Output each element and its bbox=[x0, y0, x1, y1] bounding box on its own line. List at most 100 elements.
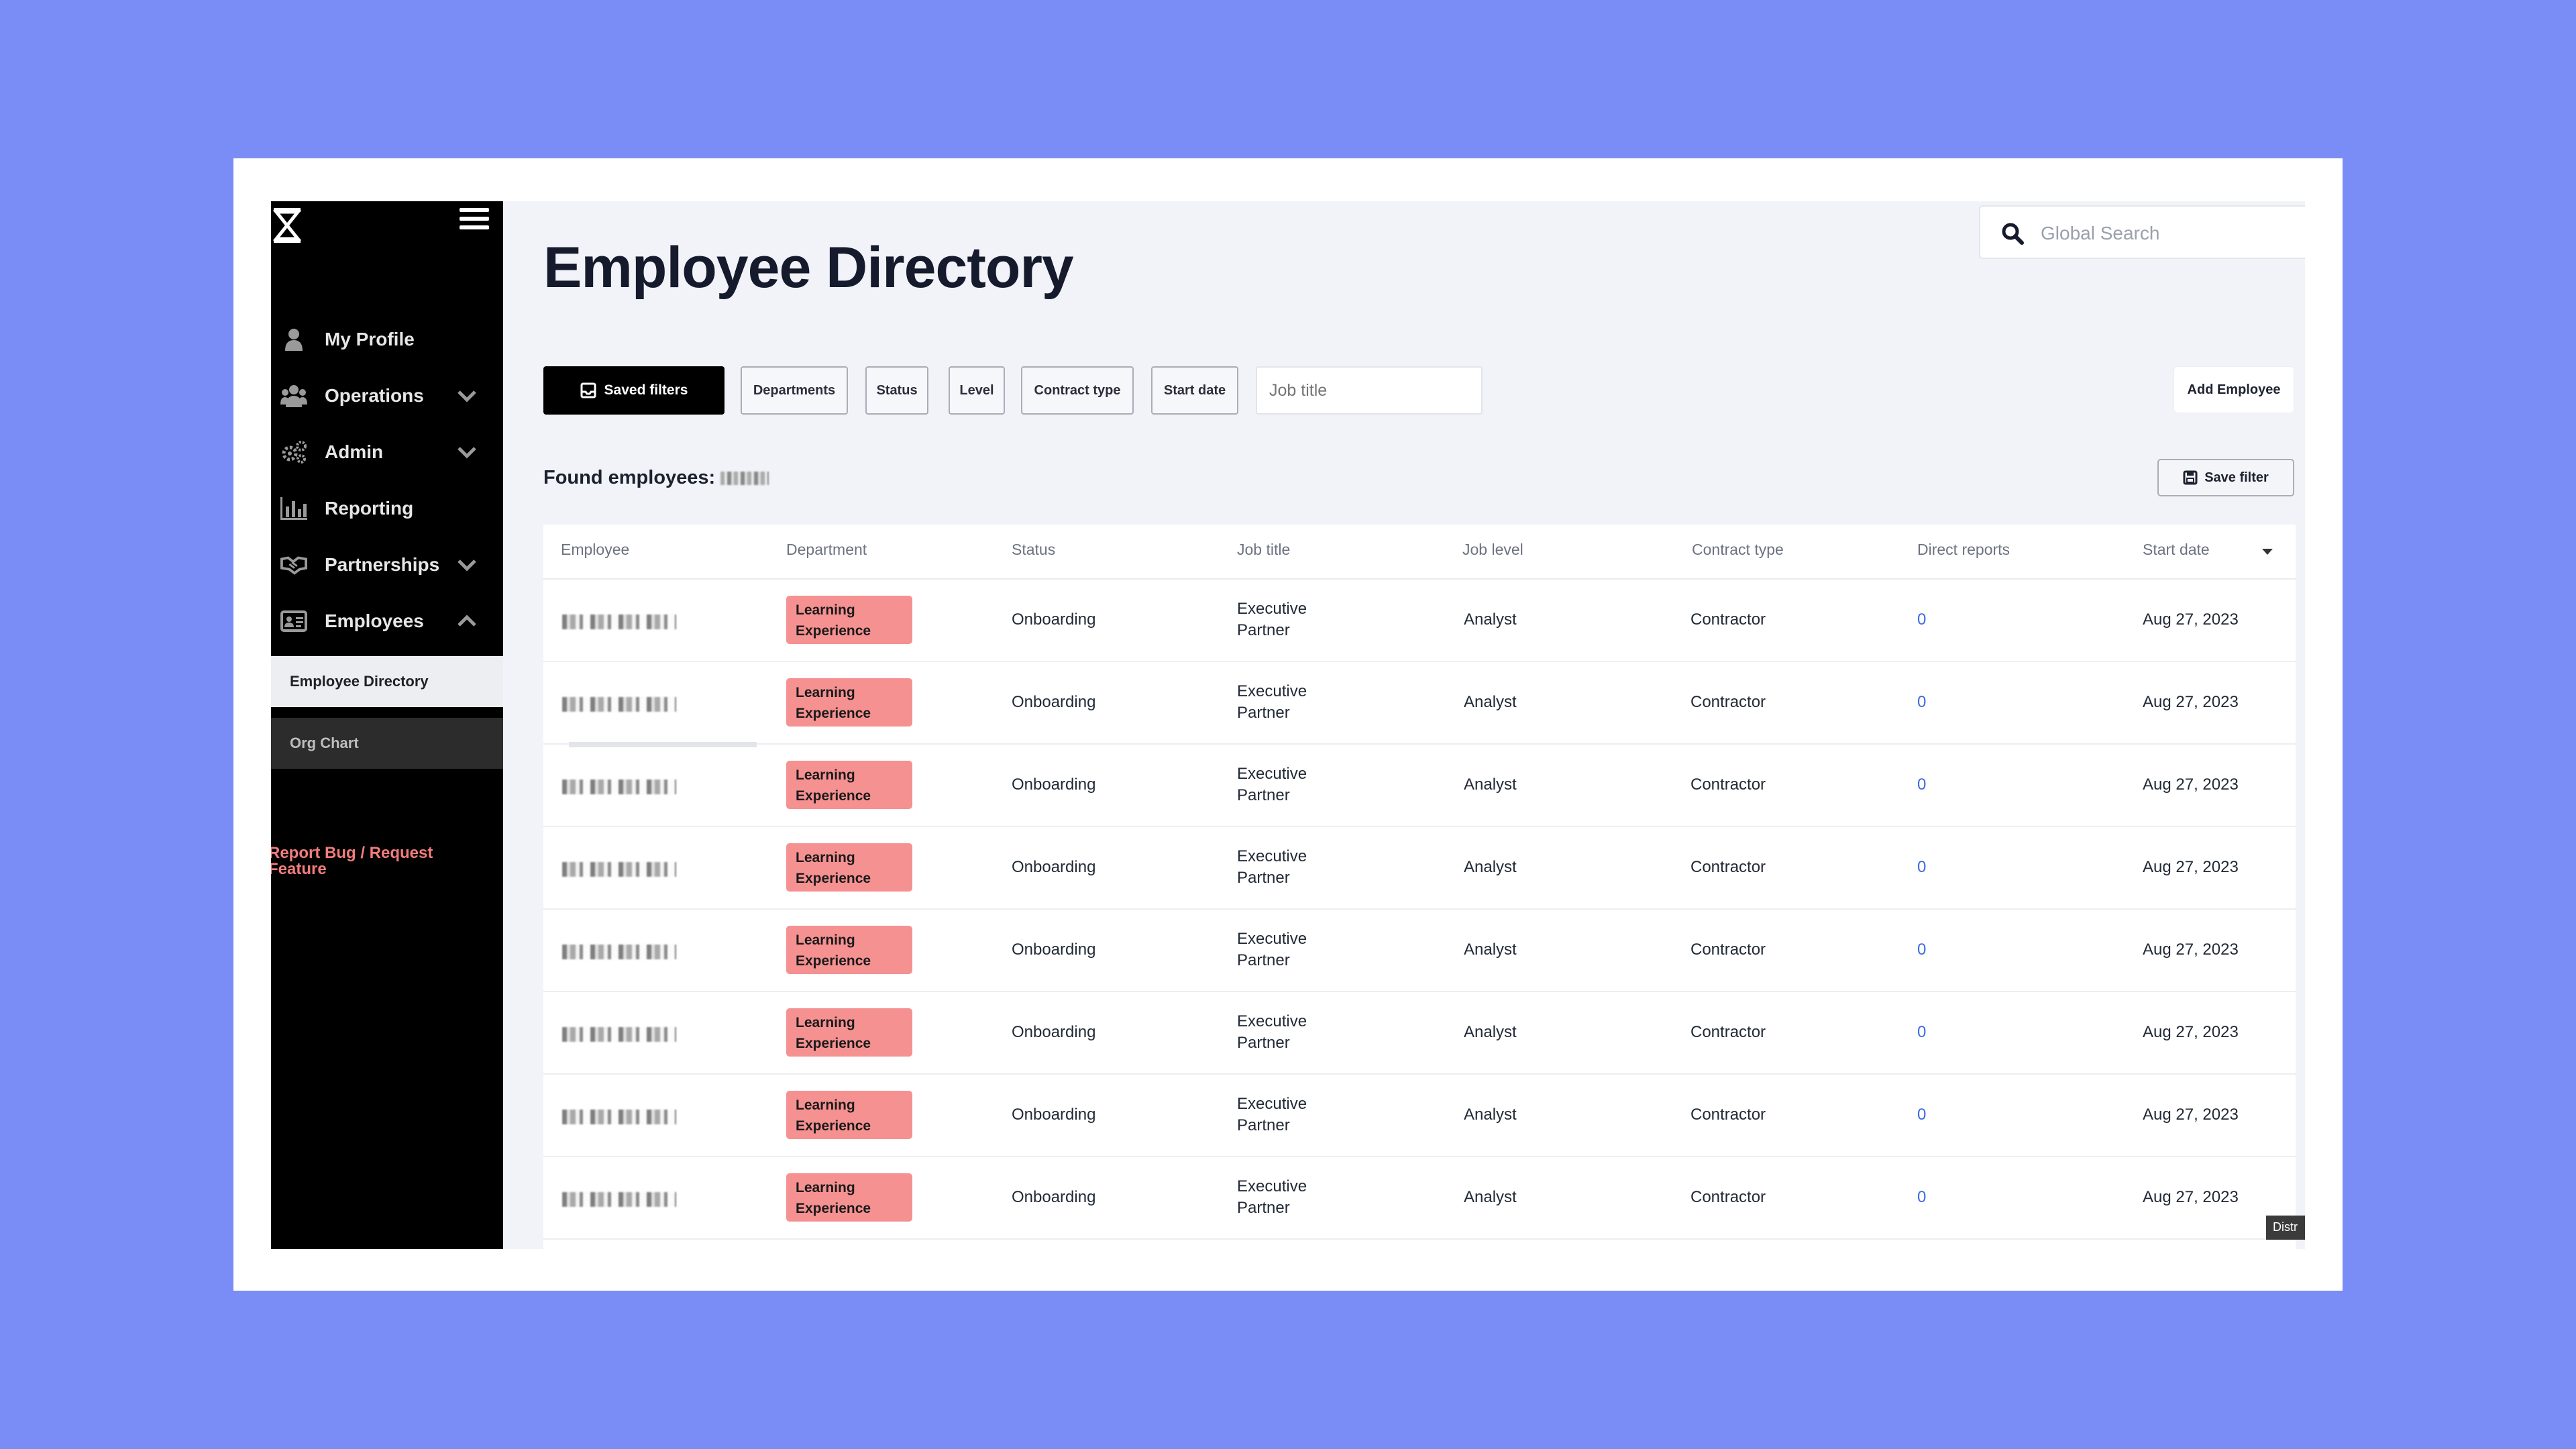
job-level-cell: Analyst bbox=[1464, 693, 1517, 711]
sidebar-item-label: Employees bbox=[325, 610, 424, 631]
chevron-up-icon[interactable] bbox=[456, 610, 478, 632]
job-title-input[interactable] bbox=[1256, 366, 1483, 415]
employee-name-redacted[interactable] bbox=[562, 945, 676, 959]
employee-name-redacted[interactable] bbox=[562, 697, 676, 712]
start-date-cell: Aug 27, 2023 bbox=[2143, 858, 2239, 876]
handshake-icon bbox=[280, 551, 307, 578]
job-title-cell: Executive Partner bbox=[1237, 763, 1307, 806]
job-title-line: Partner bbox=[1237, 869, 1290, 887]
hourglass-icon[interactable] bbox=[272, 207, 302, 244]
sort-caret-icon[interactable] bbox=[2262, 549, 2273, 555]
direct-reports-link[interactable]: 0 bbox=[1917, 941, 1927, 959]
found-count-redacted bbox=[720, 472, 769, 486]
contract-type-cell: Contractor bbox=[1690, 610, 1766, 629]
hamburger-icon[interactable] bbox=[460, 208, 489, 233]
job-title-line: Partner bbox=[1237, 1034, 1290, 1052]
table-row[interactable]: Learning Experience Onboarding Executive Pa… bbox=[543, 827, 2296, 910]
start-date-cell: Aug 27, 2023 bbox=[2143, 1188, 2239, 1206]
job-title-cell: Executive Partner bbox=[1237, 1176, 1307, 1219]
direct-reports-link[interactable]: 0 bbox=[1917, 1188, 1927, 1206]
job-title-cell: Executive Partner bbox=[1237, 1011, 1307, 1054]
column-header-contract-type[interactable]: Contract type bbox=[1692, 541, 1784, 558]
table-row[interactable]: Learning Experience Onboarding Executive Pa… bbox=[543, 1157, 2296, 1240]
column-header-job-title[interactable]: Job title bbox=[1237, 541, 1291, 558]
job-title-line: Partner bbox=[1237, 786, 1290, 804]
sidebar: My Profile Operations Admin Report bbox=[271, 201, 503, 1249]
sidebar-item-employees[interactable]: Employees bbox=[271, 601, 503, 641]
job-title-line: Partner bbox=[1237, 621, 1290, 639]
report-bug-link[interactable]: Report Bug / Request Feature bbox=[271, 844, 433, 878]
department-badge: Learning Experience bbox=[786, 1008, 912, 1057]
column-header-department[interactable]: Department bbox=[786, 541, 867, 558]
filter-status[interactable]: Status bbox=[865, 366, 928, 415]
column-header-direct-reports[interactable]: Direct reports bbox=[1917, 541, 2010, 558]
direct-reports-link[interactable]: 0 bbox=[1917, 1106, 1927, 1124]
direct-reports-link[interactable]: 0 bbox=[1917, 775, 1927, 794]
employee-name-redacted[interactable] bbox=[562, 1027, 676, 1042]
direct-reports-link[interactable]: 0 bbox=[1917, 693, 1927, 711]
start-date-cell: Aug 27, 2023 bbox=[2143, 693, 2239, 711]
chevron-down-icon[interactable] bbox=[456, 554, 478, 576]
department-badge: Learning Experience bbox=[786, 596, 912, 644]
filter-level[interactable]: Level bbox=[949, 366, 1005, 415]
start-date-cell: Aug 27, 2023 bbox=[2143, 610, 2239, 629]
column-header-job-level[interactable]: Job level bbox=[1462, 541, 1523, 558]
column-header-start-date[interactable]: Start date bbox=[2143, 541, 2210, 558]
save-filter-label: Save filter bbox=[2204, 470, 2269, 485]
contract-type-cell: Contractor bbox=[1690, 1106, 1766, 1124]
save-filter-button[interactable]: Save filter bbox=[2157, 459, 2294, 496]
sidebar-item-operations[interactable]: Operations bbox=[271, 376, 503, 416]
filter-start-date[interactable]: Start date bbox=[1151, 366, 1238, 415]
sidebar-item-admin[interactable]: Admin bbox=[271, 432, 503, 472]
table-row[interactable]: Learning Experience Onboarding Executive Pa… bbox=[543, 580, 2296, 662]
sidebar-subitem-org-chart[interactable]: Org Chart bbox=[271, 718, 503, 769]
filter-departments[interactable]: Departments bbox=[741, 366, 848, 415]
employee-name-redacted[interactable] bbox=[562, 780, 676, 794]
job-title-line: Executive bbox=[1237, 1012, 1307, 1030]
job-level-cell: Analyst bbox=[1464, 858, 1517, 876]
direct-reports-link[interactable]: 0 bbox=[1917, 858, 1927, 876]
scrollbar[interactable] bbox=[569, 742, 757, 747]
employee-name-redacted[interactable] bbox=[562, 1110, 676, 1124]
start-date-cell: Aug 27, 2023 bbox=[2143, 941, 2239, 959]
status-cell: Onboarding bbox=[1012, 610, 1096, 629]
global-search-input[interactable] bbox=[2041, 219, 2296, 248]
table-row[interactable]: Learning Experience Onboarding Executive Pa… bbox=[543, 910, 2296, 992]
direct-reports-link[interactable]: 0 bbox=[1917, 610, 1927, 629]
sidebar-item-my-profile[interactable]: My Profile bbox=[271, 319, 503, 360]
column-header-employee[interactable]: Employee bbox=[561, 541, 630, 558]
sidebar-item-partnerships[interactable]: Partnerships bbox=[271, 545, 503, 585]
department-badge: Learning Experience bbox=[786, 761, 912, 809]
chevron-down-icon[interactable] bbox=[456, 385, 478, 407]
job-title-line: Partner bbox=[1237, 1116, 1290, 1134]
start-date-cell: Aug 27, 2023 bbox=[2143, 1023, 2239, 1041]
chevron-down-icon[interactable] bbox=[456, 441, 478, 463]
tooltip: Distr bbox=[2266, 1216, 2305, 1240]
add-employee-button[interactable]: Add Employee bbox=[2174, 366, 2294, 413]
contract-type-cell: Contractor bbox=[1690, 1023, 1766, 1041]
job-level-cell: Analyst bbox=[1464, 775, 1517, 794]
employee-name-redacted[interactable] bbox=[562, 1192, 676, 1207]
user-icon bbox=[280, 326, 307, 353]
table-row[interactable]: Learning Experience Onboarding Executive Pa… bbox=[543, 992, 2296, 1075]
saved-filters-button[interactable]: Saved filters bbox=[543, 366, 724, 415]
sidebar-subitem-employee-directory[interactable]: Employee Directory bbox=[271, 656, 503, 707]
job-title-cell: Executive Partner bbox=[1237, 928, 1307, 971]
employee-name-redacted[interactable] bbox=[562, 862, 676, 877]
table-row[interactable]: Learning Experience Onboarding Executive Pa… bbox=[543, 1075, 2296, 1157]
page-title: Employee Directory bbox=[543, 235, 1074, 300]
department-badge: Learning Experience bbox=[786, 1091, 912, 1139]
job-title-line: Executive bbox=[1237, 765, 1307, 783]
sidebar-item-label: Admin bbox=[325, 441, 384, 462]
table-row[interactable]: Learning Experience Onboarding Executive Pa… bbox=[543, 745, 2296, 827]
saved-filters-label: Saved filters bbox=[604, 382, 688, 398]
column-header-status[interactable]: Status bbox=[1012, 541, 1056, 558]
filter-contract-type[interactable]: Contract type bbox=[1021, 366, 1134, 415]
status-cell: Onboarding bbox=[1012, 1188, 1096, 1206]
direct-reports-link[interactable]: 0 bbox=[1917, 1023, 1927, 1041]
table-row[interactable]: Learning Experience Onboarding Executive Pa… bbox=[543, 662, 2296, 745]
employee-name-redacted[interactable] bbox=[562, 614, 676, 629]
sidebar-item-reporting[interactable]: Reporting bbox=[271, 488, 503, 529]
inbox-icon bbox=[580, 382, 596, 398]
save-icon bbox=[2183, 470, 2198, 485]
